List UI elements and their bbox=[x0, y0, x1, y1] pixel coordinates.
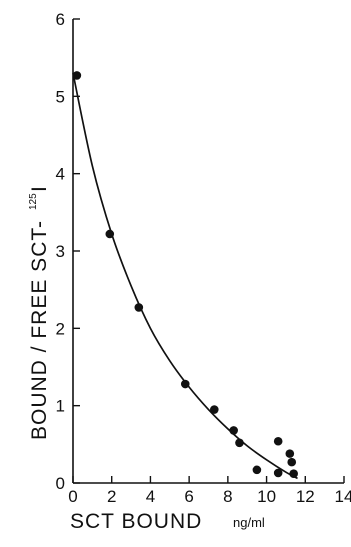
y-tick-label: 6 bbox=[56, 10, 65, 29]
data-point bbox=[285, 449, 295, 458]
y-tick-label: 4 bbox=[56, 165, 65, 184]
x-tick-label: 12 bbox=[296, 487, 315, 506]
y-axis-title-isotope: 125 bbox=[28, 193, 39, 210]
data-point bbox=[289, 469, 298, 479]
x-axis-unit: ng/ml bbox=[233, 515, 265, 530]
x-tick-label: 0 bbox=[68, 487, 77, 506]
data-point bbox=[287, 457, 297, 467]
x-tick-label: 6 bbox=[184, 487, 193, 506]
y-tick-label: 3 bbox=[56, 242, 65, 261]
data-point bbox=[210, 405, 219, 414]
y-tick-label: 2 bbox=[56, 319, 65, 338]
y-tick-label: 5 bbox=[56, 87, 65, 106]
data-point bbox=[235, 438, 244, 448]
fit-curve-line bbox=[72, 72, 298, 480]
data-point bbox=[229, 426, 238, 435]
x-tick-label: 2 bbox=[107, 487, 116, 506]
x-tick-label: 8 bbox=[223, 487, 232, 506]
x-tick-label: 4 bbox=[146, 487, 155, 506]
y-tick-label: 0 bbox=[56, 474, 65, 493]
y-axis-title: BOUND / FREE SCT- 125 I bbox=[28, 185, 51, 440]
data-point bbox=[252, 465, 262, 475]
x-tick-label: 14 bbox=[335, 487, 351, 506]
y-axis-title-suffix: I bbox=[28, 185, 51, 192]
y-tick-label: 1 bbox=[56, 397, 65, 416]
data-point bbox=[105, 229, 115, 239]
y-axis-title-text: BOUND / FREE SCT- bbox=[28, 220, 51, 440]
data-point bbox=[134, 303, 144, 312]
x-axis-title: SCT BOUND bbox=[70, 510, 202, 533]
data-point bbox=[180, 379, 190, 389]
x-tick-label: 10 bbox=[257, 487, 276, 506]
data-point bbox=[273, 436, 283, 446]
data-point bbox=[72, 71, 82, 80]
data-point bbox=[273, 468, 283, 478]
